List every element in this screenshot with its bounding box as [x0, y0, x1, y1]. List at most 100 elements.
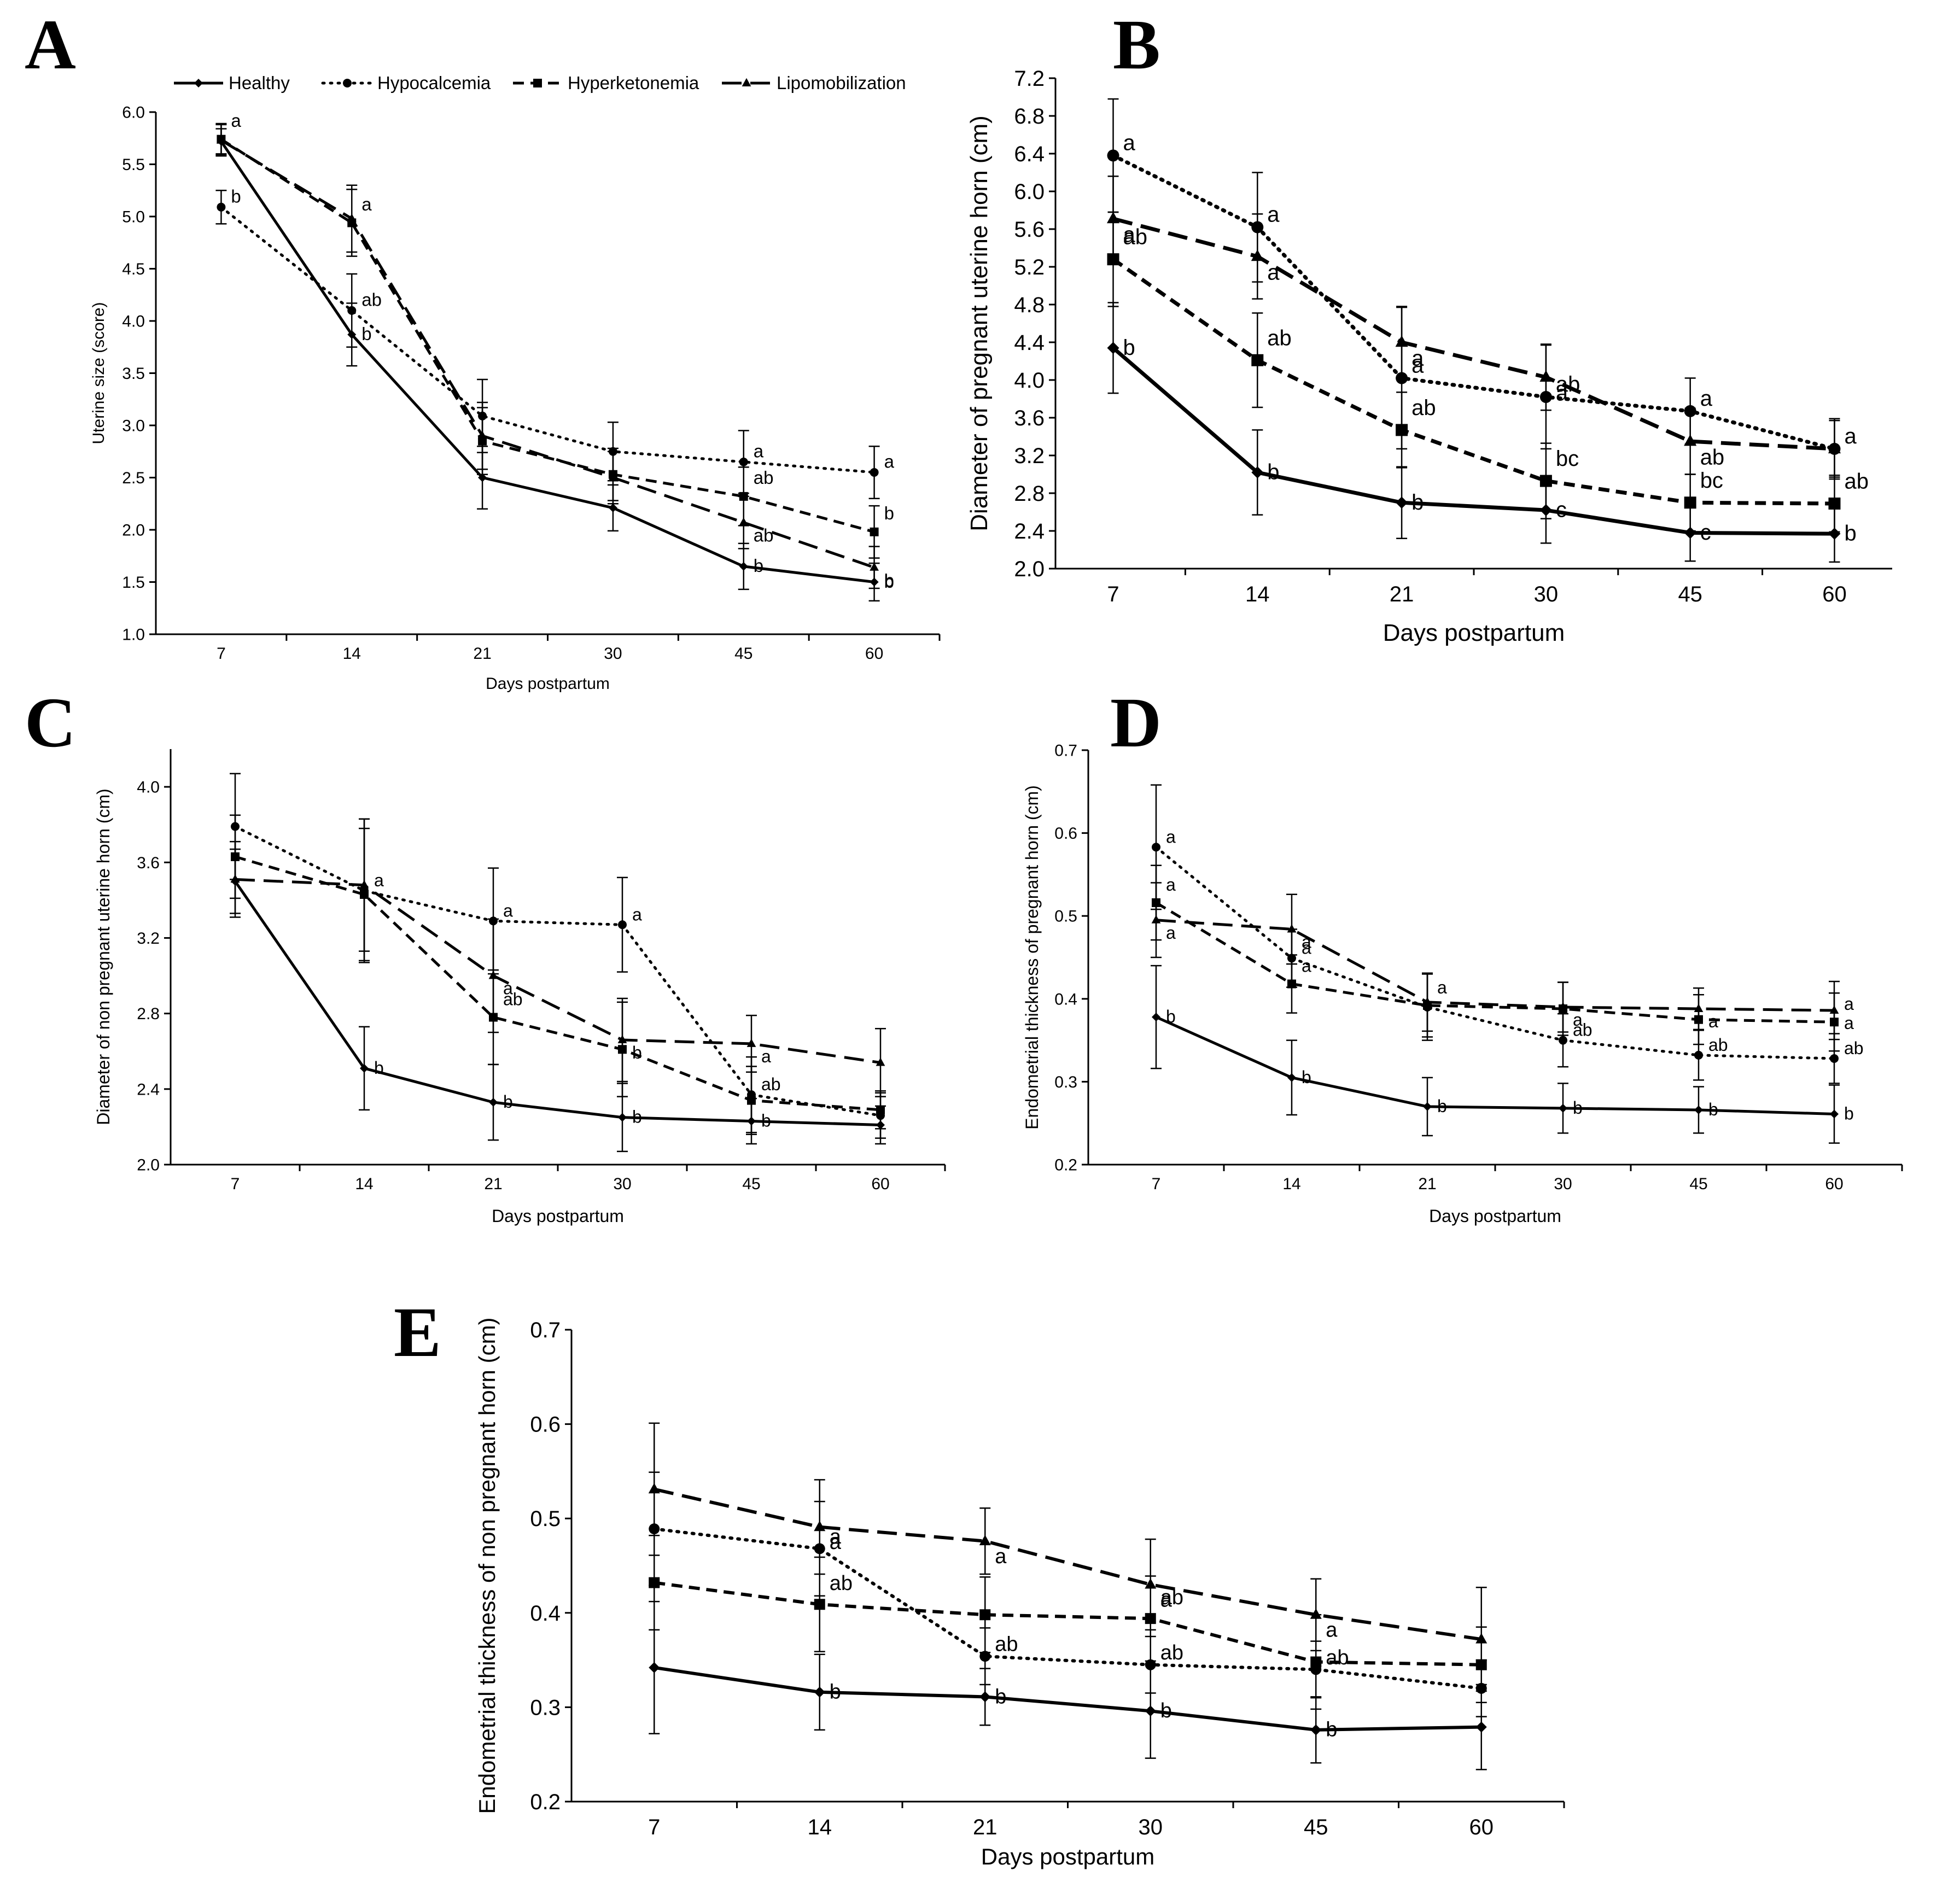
series-line — [654, 1487, 1482, 1641]
x-tick-label: 21 — [1390, 582, 1414, 606]
y-tick-label: 6.4 — [1014, 142, 1045, 166]
x-tick-label: 30 — [604, 645, 622, 663]
y-tick-label: 3.2 — [137, 930, 160, 948]
significance-label: b — [1411, 490, 1424, 515]
y-tick-label: 5.5 — [122, 156, 145, 174]
data-point — [1145, 1705, 1156, 1717]
data-point — [979, 1535, 991, 1546]
significance-label: a — [1844, 994, 1854, 1014]
y-tick-label: 2.0 — [137, 1156, 160, 1174]
series-hypocalcemia: aab ab ab — [649, 1471, 1487, 1717]
series-hyperketonemia: ab — [230, 814, 886, 1135]
data-point — [1106, 212, 1120, 224]
significance-label: b — [1708, 1100, 1718, 1119]
y-tick-label: 0.5 — [1054, 908, 1077, 926]
data-point — [1251, 249, 1264, 261]
data-point — [649, 1577, 660, 1588]
y-axis-label: Uterine size (score) — [90, 302, 108, 444]
significance-label: a — [632, 904, 642, 924]
series-healthy: b b b b — [230, 848, 886, 1153]
significance-label: a — [1573, 1010, 1583, 1030]
y-tick-label: 6.8 — [1014, 104, 1045, 128]
data-point — [1830, 1054, 1839, 1063]
data-point — [1830, 1109, 1839, 1119]
significance-label: b — [884, 571, 894, 592]
data-point — [1152, 1013, 1160, 1022]
x-tick-label: 7 — [1152, 1175, 1161, 1193]
y-axis-label: Endometrial thickness of non pregnant ho… — [474, 1317, 500, 1814]
y-tick-label: 0.5 — [530, 1507, 561, 1531]
series-line — [234, 880, 881, 1126]
series-lipomobilization: a b a — [230, 818, 886, 1097]
x-axis-label: Days postpartum — [492, 1206, 624, 1226]
data-point — [1828, 497, 1841, 510]
x-tick-label: 21 — [1418, 1175, 1436, 1193]
x-tick-label: 30 — [1554, 1175, 1572, 1193]
significance-label: a — [374, 870, 384, 890]
series-line — [220, 139, 875, 569]
y-tick-label: 2.8 — [1014, 482, 1045, 506]
legend-marker — [742, 78, 751, 86]
x-tick-label: 14 — [343, 645, 361, 663]
series-line — [235, 878, 881, 1064]
significance-label: c — [1700, 521, 1711, 545]
y-axis-label: Diameter of non pregnant uterine horn (c… — [94, 788, 113, 1125]
data-point — [1559, 1036, 1567, 1045]
data-point — [1152, 843, 1160, 852]
y-tick-label: 6.0 — [122, 104, 145, 122]
panel-letter: E — [394, 1293, 441, 1372]
significance-label: a — [1844, 424, 1857, 448]
data-point — [870, 467, 879, 477]
significance-label: b — [374, 1058, 384, 1078]
legend-marker — [533, 79, 542, 87]
x-tick-label: 7 — [217, 645, 226, 663]
significance-label: bc — [1556, 447, 1579, 471]
data-point — [1287, 1073, 1296, 1082]
series-lipomobilization: a aa a a — [1151, 882, 1854, 1040]
x-tick-label: 45 — [742, 1175, 760, 1193]
chart-panel-c: C 2.0 2.4 2.8 3.2 3.6 4.0 7 14 21 30 45 60 Days postp… — [25, 683, 946, 1226]
series-line — [652, 1527, 1483, 1690]
data-point — [1287, 979, 1296, 989]
significance-label: c — [1556, 498, 1567, 522]
legend-label: Healthy — [229, 73, 290, 93]
y-tick-label: 1.5 — [122, 574, 145, 592]
chart-panel-d: D 0.2 0.3 0.4 0.5 0.6 0.7 7 14 21 30 45 60 Days postp… — [1022, 683, 1903, 1226]
data-point — [478, 473, 487, 482]
x-tick-label: 21 — [973, 1815, 998, 1839]
data-point — [1422, 997, 1432, 1006]
y-tick-label: 2.5 — [122, 469, 145, 487]
significance-label: b — [632, 1043, 642, 1062]
y-tick-label: 0.2 — [1054, 1156, 1077, 1174]
data-point — [608, 472, 618, 481]
y-tick-label: 4.4 — [1014, 331, 1045, 355]
data-point — [746, 1038, 756, 1047]
significance-label: a — [503, 901, 513, 920]
x-tick-label: 45 — [1304, 1815, 1328, 1839]
x-axis-label: Days postpartum — [1429, 1206, 1561, 1226]
significance-label: b — [761, 1111, 771, 1131]
x-tick-label: 45 — [1689, 1175, 1707, 1193]
panel-letter: B — [1113, 5, 1160, 84]
y-tick-label: 0.7 — [1054, 742, 1077, 760]
significance-label: b — [830, 1681, 841, 1704]
data-point — [1396, 424, 1408, 436]
panel-letter: A — [25, 5, 76, 84]
legend-label: Hyperketonemia — [568, 73, 699, 93]
data-point — [1251, 354, 1264, 366]
data-point — [217, 202, 226, 212]
significance-label: b — [1326, 1718, 1337, 1741]
y-tick-label: 0.3 — [1054, 1073, 1077, 1091]
significance-label: a — [1556, 381, 1568, 405]
x-axis-label: Days postpartum — [1383, 619, 1565, 646]
y-tick-label: 0.2 — [530, 1790, 561, 1814]
y-tick-label: 2.0 — [1014, 557, 1045, 581]
y-tick-label: 3.0 — [122, 417, 145, 435]
x-tick-label: 45 — [734, 645, 752, 663]
significance-label: ab — [1573, 1020, 1592, 1040]
